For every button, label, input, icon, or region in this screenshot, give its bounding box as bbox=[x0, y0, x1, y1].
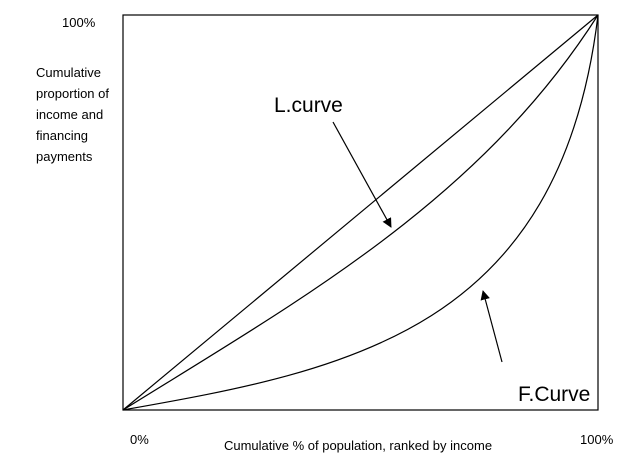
y-label-line: proportion of bbox=[36, 86, 109, 101]
frame bbox=[122, 14, 599, 411]
y-label-line: payments bbox=[36, 149, 93, 164]
y-label-line: Cumulative bbox=[36, 65, 101, 80]
x-right-label: 100% bbox=[580, 432, 614, 447]
l-curve-label: L.curve bbox=[274, 94, 343, 117]
origin-label: 0% bbox=[130, 432, 149, 447]
f-curve-line bbox=[122, 14, 599, 411]
y-axis-label: Cumulative proportion of income and fina… bbox=[36, 65, 109, 164]
f-arrow bbox=[480, 290, 503, 363]
y-label-line: financing bbox=[36, 128, 88, 143]
f-curve-label: F.Curve bbox=[518, 383, 590, 406]
x-axis-label: Cumulative % of population, ranked by in… bbox=[224, 438, 492, 453]
l-arrow bbox=[332, 121, 392, 228]
y-label-line: income and bbox=[36, 107, 103, 122]
y-top-label: 100% bbox=[62, 15, 96, 30]
l-curve-line bbox=[122, 14, 599, 411]
equality-line bbox=[122, 14, 599, 411]
